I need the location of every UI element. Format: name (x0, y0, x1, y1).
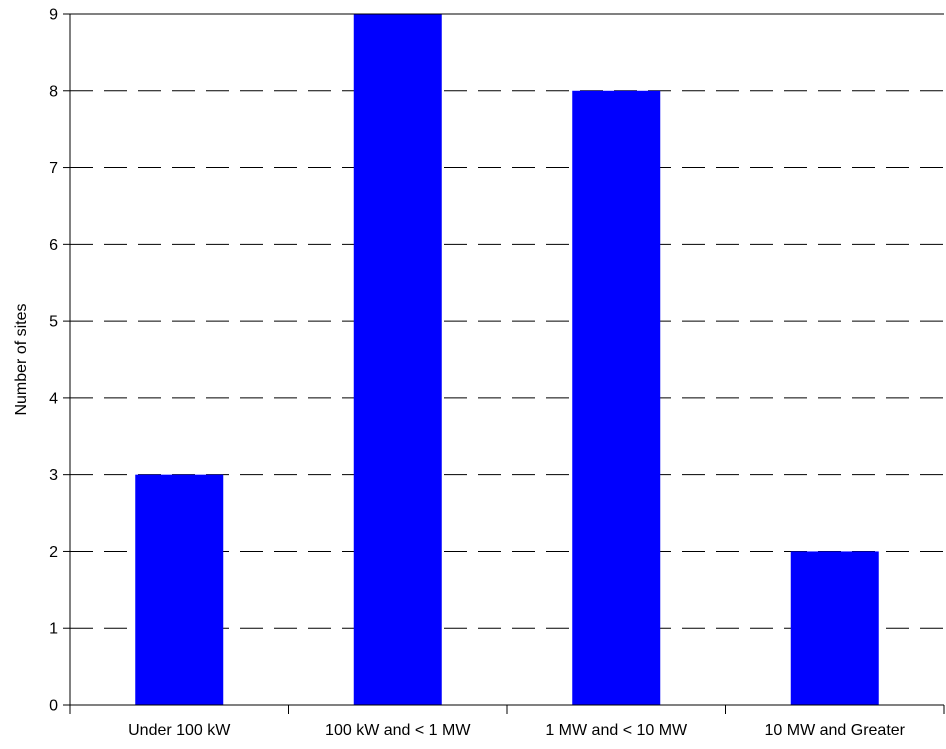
y-tick-label-2: 2 (49, 544, 58, 561)
x-tick-label-1: Under 100 kW (128, 722, 231, 739)
y-tick-label-5: 5 (49, 314, 58, 331)
y-tick-label-0: 0 (49, 698, 58, 715)
axes (63, 13, 945, 714)
bar-4 (790, 551, 879, 705)
y-tick-label-9: 9 (49, 7, 58, 24)
x-tick-label-4: 10 MW and Greater (765, 722, 906, 739)
x-tick-label-3: 1 MW and < 10 MW (545, 722, 688, 739)
y-tick-label-4: 4 (49, 390, 58, 407)
bars (135, 14, 879, 706)
y-tick-label-6: 6 (49, 237, 58, 254)
x-tick-labels: Under 100 kW 100 kW and < 1 MW 1 MW and < … (128, 722, 906, 739)
y-tick-label-7: 7 (49, 160, 58, 177)
y-tick-labels: 0 1 2 3 4 5 6 7 8 9 (49, 7, 58, 715)
y-axis-title: Number of sites (13, 303, 30, 415)
bar-3 (572, 90, 661, 706)
y-tick-label-8: 8 (49, 83, 58, 100)
x-tick-label-2: 100 kW and < 1 MW (325, 722, 471, 739)
bar-2 (353, 14, 442, 705)
y-tick-label-1: 1 (49, 621, 58, 638)
y-tick-label-3: 3 (49, 467, 58, 484)
bar-1 (135, 474, 224, 705)
